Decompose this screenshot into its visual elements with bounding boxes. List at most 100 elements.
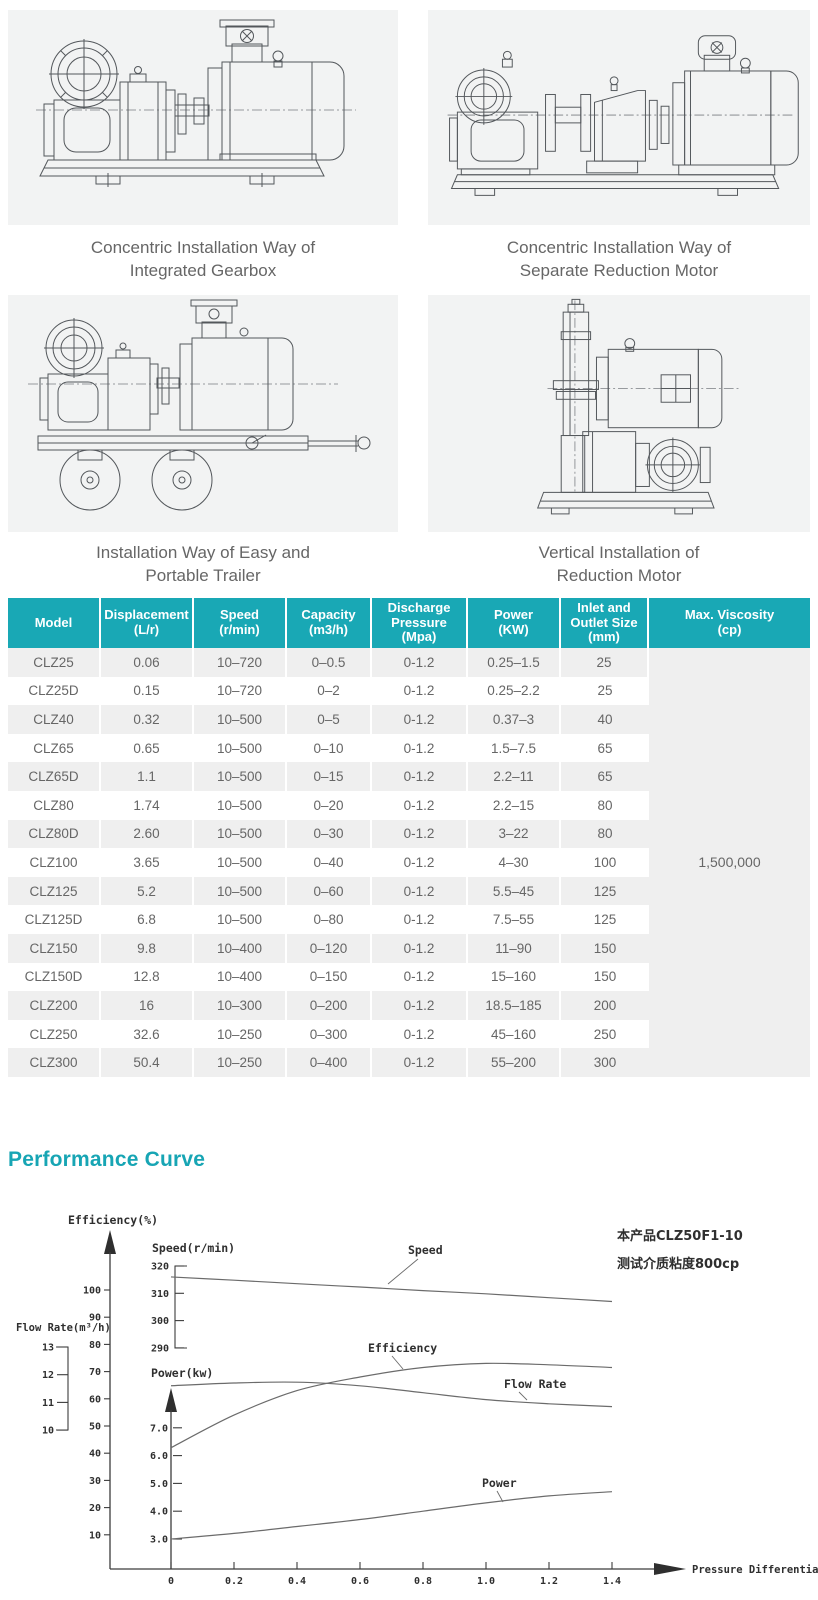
spec-cell: 1.74: [101, 790, 194, 820]
power-axis-label: Power(kw): [151, 1366, 213, 1380]
spec-cell: 3.65: [101, 848, 194, 877]
max-viscosity-cell: 1,500,000: [649, 648, 810, 1077]
model-cell: CLZ80: [8, 790, 101, 820]
efficiency-tick-label: 50: [89, 1422, 101, 1433]
spec-cell: 125: [561, 876, 649, 906]
spec-cell: 2.2–15: [468, 790, 561, 820]
spec-row-CLZ80: CLZ80 1.74 10–500 0–20 0-1.2 2.2–15 80: [8, 790, 810, 820]
spec-cell: 25: [561, 648, 649, 677]
spec-row-CLZ100: CLZ100 3.65 10–500 0–40 0-1.2 4–30 100: [8, 848, 810, 877]
spec-cell: 0–5: [287, 705, 372, 734]
spec-row-CLZ125: CLZ125 5.2 10–500 0–60 0-1.2 5.5–45 125: [8, 876, 810, 906]
spec-cell: 5.5–45: [468, 876, 561, 906]
spec-cell: 300: [561, 1048, 649, 1077]
caption-vertical-installation: Vertical Installation of Reduction Motor: [428, 532, 810, 598]
efficiency-tick-label: 100: [83, 1286, 101, 1297]
curve-label-efficiency: Efficiency: [368, 1341, 437, 1355]
chart-generated-content: Efficiency(%) Speed(r/min) Flow Rate(m³/h)…: [16, 1213, 818, 1587]
spec-cell: 0–300: [287, 1019, 372, 1049]
spec-cell: 55–200: [468, 1048, 561, 1077]
spec-cell: 0–0.5: [287, 648, 372, 677]
efficiency-tick-label: 80: [89, 1340, 101, 1351]
spec-row-CLZ150D: CLZ150D 12.8 10–400 0–150 0-1.2 15–160 150: [8, 962, 810, 992]
caption-line: Installation Way of Easy and: [96, 543, 310, 563]
spec-cell: 0.25–1.5: [468, 648, 561, 677]
model-cell: CLZ150: [8, 933, 101, 963]
spec-cell: 10–500: [194, 790, 287, 820]
spec-cell: 10–500: [194, 819, 287, 849]
speed-tick-label: 320: [151, 1262, 169, 1273]
model-cell: CLZ80D: [8, 819, 101, 849]
spec-cell: 0–2: [287, 676, 372, 706]
spec-cell: 9.8: [101, 933, 194, 963]
spec-cell: 10–720: [194, 676, 287, 706]
model-cell: CLZ40: [8, 705, 101, 734]
spec-cell: 10–720: [194, 648, 287, 677]
x-tick-label: 0.8: [414, 1576, 432, 1587]
caption-line: Vertical Installation of: [538, 543, 700, 563]
spec-col-header-5: Power (KW): [468, 598, 561, 648]
chart-annotation-line1: 本产品CLZ50F1-10: [617, 1228, 743, 1244]
power-tick-label: 6.0: [150, 1451, 168, 1462]
spec-cell: 200: [561, 991, 649, 1020]
performance-curve-heading: Performance Curve: [8, 1148, 206, 1171]
model-cell: CLZ200: [8, 991, 101, 1020]
caption-line: Concentric Installation Way of: [506, 238, 732, 258]
efficiency-tick-label: 90: [89, 1313, 101, 1324]
spec-cell: 4–30: [468, 848, 561, 877]
spec-row-CLZ40: CLZ40 0.32 10–500 0–5 0-1.2 0.37–3 40: [8, 705, 810, 734]
spec-cell: 0.25–2.2: [468, 676, 561, 706]
caption-line: Reduction Motor: [556, 566, 682, 585]
model-cell: CLZ65D: [8, 762, 101, 791]
spec-col-header-0: Model: [8, 598, 101, 648]
spec-cell: 0-1.2: [372, 905, 468, 934]
spec-col-header-3: Capacity (m3/h): [287, 598, 372, 648]
x-tick-label: 1.2: [540, 1576, 558, 1587]
caption-separate-reduction-motor: Concentric Installation Way of Separate …: [428, 225, 810, 295]
pump-spec-table: Model Displacement (L/r) Speed (r/min) Capaci…: [8, 598, 810, 1077]
spec-cell: 0-1.2: [372, 676, 468, 706]
spec-cell: 40: [561, 705, 649, 734]
model-cell: CLZ100: [8, 848, 101, 877]
efficiency-tick-label: 40: [89, 1449, 101, 1460]
drawing-panel-vertical-installation: [428, 295, 810, 532]
spec-row-CLZ150: CLZ150 9.8 10–400 0–120 0-1.2 11–90 150: [8, 933, 810, 963]
caption-portable-trailer: Installation Way of Easy and Portable Tr…: [8, 532, 398, 598]
spec-cell: 10–500: [194, 733, 287, 763]
curve-power: [170, 1491, 613, 1540]
spec-row-CLZ65: CLZ65 0.65 10–500 0–10 0-1.2 1.5–7.5 65: [8, 733, 810, 763]
spec-cell: 0–30: [287, 819, 372, 849]
efficiency-tick-label: 60: [89, 1394, 101, 1405]
speed-tick-label: 300: [151, 1316, 169, 1327]
model-cell: CLZ25: [8, 648, 101, 677]
performance-curve-chart: Efficiency(%) Speed(r/min) Flow Rate(m³/h)…: [0, 1180, 818, 1600]
x-tick-label: 0.6: [351, 1576, 369, 1587]
spec-row-CLZ25: CLZ25 0.06 10–720 0–0.5 0-1.2 0.25–1.5 25 1,500…: [8, 648, 810, 1077]
spec-cell: 0-1.2: [372, 962, 468, 992]
spec-col-header-4: Discharge Pressure (Mpa): [372, 598, 468, 648]
spec-cell: 0-1.2: [372, 876, 468, 906]
spec-cell: 2.2–11: [468, 762, 561, 791]
spec-cell: 65: [561, 733, 649, 763]
spec-col-header-1: Displacement (L/r): [101, 598, 194, 648]
spec-cell: 0-1.2: [372, 705, 468, 734]
spec-cell: 0–20: [287, 790, 372, 820]
flow-tick-label: 13: [42, 1343, 54, 1354]
spec-cell: 0–400: [287, 1048, 372, 1077]
spec-row-CLZ80D: CLZ80D 2.60 10–500 0–30 0-1.2 3–22 80: [8, 819, 810, 849]
spec-cell: 12.8: [101, 962, 194, 992]
spec-cell: 0–80: [287, 905, 372, 934]
spec-cell: 250: [561, 1019, 649, 1049]
spec-cell: 10–400: [194, 933, 287, 963]
x-tick-label: 0.4: [288, 1576, 306, 1587]
spec-cell: 80: [561, 790, 649, 820]
spec-row-CLZ200: CLZ200 16 10–300 0–200 0-1.2 18.5–185 200: [8, 991, 810, 1020]
spec-cell: 5.2: [101, 876, 194, 906]
spec-cell: 0-1.2: [372, 819, 468, 849]
x-tick-label: 0.2: [225, 1576, 243, 1587]
spec-cell: 0-1.2: [372, 848, 468, 877]
spec-cell: 0-1.2: [372, 790, 468, 820]
model-cell: CLZ150D: [8, 962, 101, 992]
spec-cell: 0–200: [287, 991, 372, 1020]
model-cell: CLZ65: [8, 733, 101, 763]
